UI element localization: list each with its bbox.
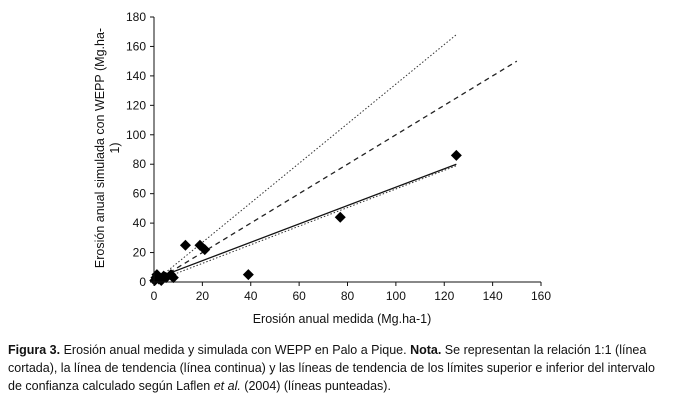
caption-nota: Nota. xyxy=(410,343,442,357)
y-tick-label: 20 xyxy=(133,246,147,260)
caption-etal: et al. xyxy=(213,379,241,393)
data-point-diamond xyxy=(450,149,462,161)
x-tick-label: 100 xyxy=(386,289,406,303)
trend-lines xyxy=(153,34,518,283)
y-axis-title-line-1: Erosión anual simulada con WEPP (Mg.ha- xyxy=(93,28,107,268)
scatter-chart: 0 20 40 60 80 100 120 140 160 0 20 40 60 80 100 120 140… xyxy=(93,10,551,326)
y-tick-label: 140 xyxy=(126,69,146,83)
y-tick-label: 40 xyxy=(133,216,147,230)
x-tick-label: 60 xyxy=(292,289,306,303)
y-axis-title-line-2: 1) xyxy=(108,142,122,153)
x-tick-label: 120 xyxy=(434,289,454,303)
x-tick-label: 0 xyxy=(151,289,158,303)
data-point-diamond xyxy=(199,244,211,256)
x-axis-ticks: 0 20 40 60 80 100 120 140 160 xyxy=(151,282,551,303)
line-trend xyxy=(153,163,457,280)
x-tick-label: 160 xyxy=(531,289,551,303)
caption-text-3: (2004) (líneas punteadas). xyxy=(240,379,391,393)
y-axis-title: Erosión anual simulada con WEPP (Mg.ha- … xyxy=(93,28,122,268)
y-tick-label: 120 xyxy=(126,98,146,112)
data-point-diamond xyxy=(167,272,179,284)
y-axis-ticks: 0 20 40 60 80 100 120 140 160 180 xyxy=(126,10,154,289)
y-tick-label: 0 xyxy=(139,275,146,289)
y-tick-label: 180 xyxy=(126,10,146,24)
line-1:1 xyxy=(153,60,518,283)
data-point-diamond xyxy=(334,211,346,223)
x-axis-title: Erosión anual medida (Mg.ha-1) xyxy=(253,312,432,326)
caption-text-1: Erosión anual medida y simulada con WEPP… xyxy=(60,343,411,357)
line-upper-limit xyxy=(153,34,457,283)
x-tick-label: 140 xyxy=(483,289,503,303)
data-point-diamond xyxy=(242,269,254,281)
y-tick-label: 60 xyxy=(133,187,147,201)
data-points xyxy=(149,149,462,287)
x-tick-label: 80 xyxy=(341,289,355,303)
x-tick-label: 40 xyxy=(244,289,258,303)
caption-label: Figura 3. xyxy=(8,343,61,357)
caption-text-2: Se representan la relación 1:1 (línea co… xyxy=(8,343,655,393)
data-point-diamond xyxy=(179,239,191,251)
y-tick-label: 100 xyxy=(126,128,146,142)
y-tick-label: 160 xyxy=(126,39,146,53)
line-lower-limit xyxy=(153,165,457,283)
axes xyxy=(153,17,541,283)
x-tick-label: 20 xyxy=(196,289,210,303)
figure-caption: Figura 3. Erosión anual medida y simulad… xyxy=(8,341,668,395)
y-tick-label: 80 xyxy=(133,157,147,171)
